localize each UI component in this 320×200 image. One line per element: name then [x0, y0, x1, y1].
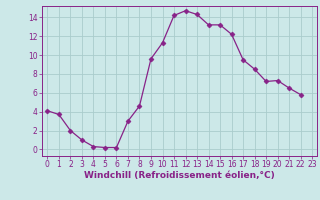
X-axis label: Windchill (Refroidissement éolien,°C): Windchill (Refroidissement éolien,°C) [84, 171, 275, 180]
